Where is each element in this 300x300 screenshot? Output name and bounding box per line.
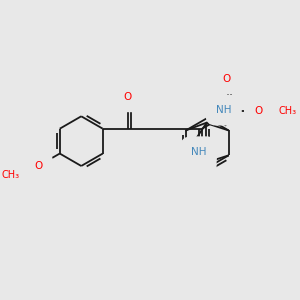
Text: CH₃: CH₃	[278, 106, 296, 116]
Text: NH: NH	[191, 147, 206, 157]
Text: CH₃: CH₃	[2, 170, 20, 180]
Text: O: O	[198, 156, 206, 166]
Text: NH: NH	[216, 105, 231, 115]
Text: O: O	[34, 161, 42, 171]
Text: O: O	[254, 106, 262, 116]
Text: O: O	[222, 74, 230, 84]
Text: O: O	[124, 92, 132, 102]
